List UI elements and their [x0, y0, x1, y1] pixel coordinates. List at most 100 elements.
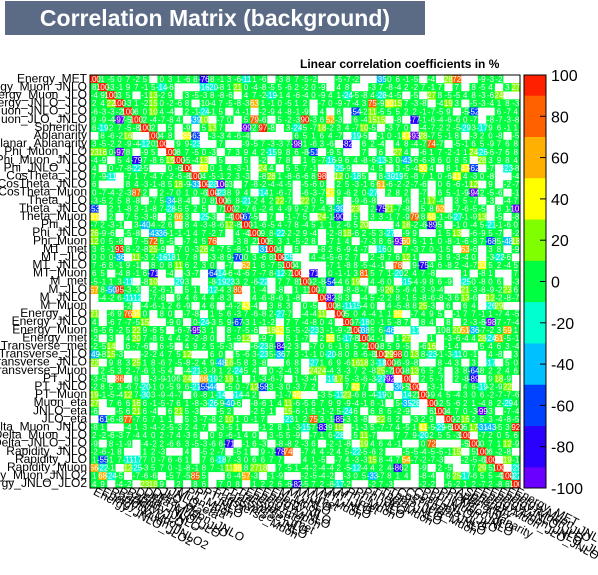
heatmap-cell: [469, 83, 479, 92]
heatmap-cell: [351, 91, 361, 100]
heatmap-cell: [165, 131, 175, 141]
heatmap-cell: [418, 180, 428, 189]
cell-value: 0: [463, 350, 468, 359]
colorbar-step: [524, 302, 546, 313]
heatmap-cell: [174, 155, 184, 165]
heatmap-cell: [351, 155, 361, 165]
cell-value: 15: [376, 115, 385, 124]
cell-value: -8: [436, 294, 444, 303]
heatmap-cell: [275, 261, 285, 270]
heatmap-cell: [444, 123, 453, 132]
heatmap-cell: [182, 212, 192, 222]
heatmap-cell: [351, 196, 361, 205]
heatmap-cell: [385, 245, 394, 254]
heatmap-cell: [503, 236, 512, 246]
heatmap-cell: [351, 99, 361, 108]
heatmap-cell: [140, 75, 150, 84]
cell-value: 12: [402, 253, 411, 262]
heatmap-cell: [326, 99, 335, 108]
heatmap-cell: [401, 172, 411, 181]
heatmap-cell: [326, 236, 335, 246]
cell-value: 6: [294, 148, 299, 157]
cell-value: 3: [320, 140, 325, 149]
heatmap-cell: [342, 91, 352, 100]
heatmap-cell: [106, 131, 116, 141]
heatmap-cell: [115, 91, 125, 100]
heatmap-cell: [157, 172, 167, 181]
heatmap-cell: [123, 131, 133, 141]
heatmap-cell: [208, 261, 217, 270]
heatmap-cell: [359, 131, 369, 141]
heatmap-cell: [98, 220, 108, 230]
cell-value: 8: [126, 245, 131, 254]
heatmap-cell: [123, 139, 133, 149]
cell-value: 8: [480, 366, 485, 375]
heatmap-cell: [427, 261, 436, 270]
heatmap-cell: [469, 147, 479, 157]
heatmap-cell: [469, 164, 479, 173]
heatmap-cell: [368, 253, 377, 262]
heatmap-cell: [258, 75, 268, 84]
heatmap-cell: [486, 220, 495, 230]
heatmap-cell: [435, 204, 445, 213]
heatmap-cell: [258, 196, 268, 205]
heatmap-cell: [511, 107, 521, 116]
cell-value: -7: [183, 310, 191, 319]
heatmap-cell: [376, 91, 386, 100]
heatmap-cell: [250, 75, 259, 84]
cell-value: -4: [335, 277, 343, 286]
heatmap-cell: [477, 204, 487, 213]
heatmap-cell: [165, 212, 175, 222]
colorbar-step: [524, 167, 546, 179]
heatmap-cell: [165, 172, 175, 181]
heatmap-cell: [106, 147, 116, 157]
heatmap-cell: [250, 83, 259, 92]
heatmap-cell: [216, 115, 226, 124]
heatmap-cell: [115, 155, 125, 165]
heatmap-cell: [275, 220, 285, 230]
heatmap-cell: [300, 188, 310, 197]
heatmap-cell: [452, 164, 462, 173]
heatmap-cell: [199, 155, 209, 165]
heatmap-cell: [140, 236, 150, 246]
heatmap-cell: [115, 196, 125, 205]
heatmap-cell: [351, 261, 361, 270]
heatmap-cell: [123, 180, 133, 189]
cell-value: 2: [126, 366, 131, 375]
heatmap-cell: [123, 261, 133, 270]
heatmap-cell: [98, 196, 108, 205]
heatmap-cell: [174, 139, 184, 149]
cell-value: -7: [470, 261, 478, 270]
cell-value: -2: [377, 294, 385, 303]
heatmap-cell: [208, 180, 217, 189]
heatmap-cell: [334, 180, 344, 189]
cell-value: 7: [277, 156, 282, 165]
heatmap-cell: [410, 253, 420, 262]
cell-value: 3: [505, 342, 510, 351]
heatmap-cell: [511, 131, 521, 141]
heatmap-cell: [452, 188, 462, 197]
heatmap-cell: [418, 212, 428, 222]
heatmap-cell: [140, 164, 150, 173]
heatmap-cell: [368, 123, 377, 132]
heatmap-cell: [224, 91, 234, 100]
cell-value: -3: [141, 253, 149, 262]
heatmap-cell: [149, 204, 158, 213]
heatmap-cell: [157, 220, 167, 230]
heatmap-cell: [511, 164, 521, 173]
heatmap-cell: [452, 204, 462, 213]
heatmap-cell: [98, 236, 108, 246]
heatmap-cell: [157, 204, 167, 213]
heatmap-cell: [199, 204, 209, 213]
heatmap-cell: [182, 261, 192, 270]
heatmap-cell: [283, 115, 293, 124]
heatmap-cell: [418, 107, 428, 116]
heatmap-cell: [157, 83, 167, 92]
cell-value: 27: [427, 91, 436, 100]
heatmap-cell: [140, 107, 150, 116]
heatmap-cell: [267, 123, 276, 132]
cell-value: -7: [411, 310, 419, 319]
cell-value: -9: [512, 245, 520, 254]
heatmap-cell: [444, 91, 453, 100]
heatmap-cell: [199, 245, 209, 254]
